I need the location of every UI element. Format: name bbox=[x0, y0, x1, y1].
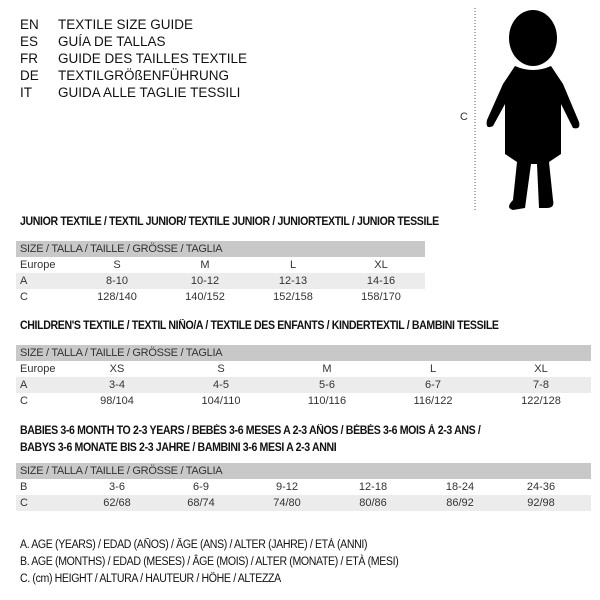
cell: 68/74 bbox=[187, 497, 215, 509]
legend: A. AGE (YEARS) / EDAD (AÑOS) / ÂGE (ANS)… bbox=[20, 537, 399, 588]
cell: XS bbox=[109, 363, 125, 375]
cell: L bbox=[429, 363, 437, 375]
cell: 6-9 bbox=[193, 481, 209, 493]
cell: 110/116 bbox=[307, 395, 347, 407]
table-header: SIZE / TALLA / TAILLE / GRÖSSE / TAGLIA bbox=[16, 345, 591, 361]
lang-de: DE TEXTILGRÖßENFÜHRUNG bbox=[20, 68, 230, 83]
cell: M bbox=[200, 259, 210, 271]
lang-fr: FR GUIDE DES TAILLES TEXTILE bbox=[20, 51, 248, 66]
cell: 128/140 bbox=[97, 291, 137, 303]
table-header: SIZE / TALLA / TAILLE / GRÖSSE / TAGLIA bbox=[16, 463, 591, 479]
cell: 14-16 bbox=[366, 275, 396, 287]
table-row: C 62/68 68/74 74/80 80/86 86/92 92/98 bbox=[16, 495, 591, 511]
cell: M bbox=[322, 363, 332, 375]
baby-silhouette-figure: C bbox=[460, 8, 580, 210]
cell: 92/98 bbox=[527, 497, 555, 509]
cell: 18-24 bbox=[445, 481, 475, 493]
cell: 6-7 bbox=[425, 379, 441, 391]
junior-title: JUNIOR TEXTILE / TEXTIL JUNIOR/ TEXTILE … bbox=[20, 216, 439, 228]
language-list: EN TEXTILE SIZE GUIDE ES GUÍA DE TALLAS FR… bbox=[20, 16, 247, 101]
baby-silhouette-icon bbox=[486, 10, 580, 210]
babies-size-table: SIZE / TALLA / TAILLE / GRÖSSE / TAGLIA … bbox=[16, 463, 591, 511]
children-title: CHILDREN'S TEXTILE / TEXTIL NIÑO/A / TEX… bbox=[20, 320, 499, 332]
cell: 152/158 bbox=[273, 291, 313, 303]
cell: 74/80 bbox=[273, 497, 301, 509]
legend-b: B. AGE (MONTHS) / EDAD (MESES) / ÂGE (MO… bbox=[20, 556, 399, 568]
legend-c: C. (cm) HEIGHT / ALTURA / HAUTEUR / HÖHE… bbox=[20, 573, 281, 585]
cell: 140/152 bbox=[185, 291, 225, 303]
cell: 3-4 bbox=[109, 379, 125, 391]
table-row: Europe S M L XL bbox=[20, 259, 388, 271]
lang-it: IT GUIDA ALLE TAGLIE TESSILI bbox=[20, 85, 241, 100]
cell: 122/128 bbox=[521, 395, 561, 407]
cell: 7-8 bbox=[533, 379, 549, 391]
table-row: C 98/104 104/110 110/116 116/122 122/128 bbox=[20, 395, 561, 407]
cell: 104/110 bbox=[201, 395, 241, 407]
cell: 9-12 bbox=[275, 481, 299, 493]
cell: 98/104 bbox=[100, 395, 134, 407]
table-row: B 3-6 6-9 9-12 12-18 18-24 24-36 bbox=[20, 481, 556, 493]
table-row: A 3-4 4-5 5-6 6-7 7-8 bbox=[16, 377, 591, 393]
cell: 86/92 bbox=[446, 497, 474, 509]
cell: 10-12 bbox=[190, 275, 220, 287]
cell: S bbox=[113, 259, 121, 271]
babies-title-line1: BABIES 3-6 MONTH TO 2-3 YEARS / BEBÉS 3-… bbox=[20, 425, 481, 437]
legend-a: A. AGE (YEARS) / EDAD (AÑOS) / ÂGE (ANS)… bbox=[20, 539, 368, 551]
table-row: C 128/140 140/152 152/158 158/170 bbox=[20, 291, 401, 303]
cell: 5-6 bbox=[319, 379, 335, 391]
cell: 62/68 bbox=[103, 497, 131, 509]
babies-title-line2: BABYS 3-6 MONATE BIS 2-3 JAHRE / BAMBINI… bbox=[20, 442, 337, 454]
cell: L bbox=[289, 259, 297, 271]
cell: 8-10 bbox=[105, 275, 129, 287]
cell: XL bbox=[374, 259, 388, 271]
cell: 4-5 bbox=[213, 379, 229, 391]
cell: 3-6 bbox=[109, 481, 125, 493]
cell: XL bbox=[534, 363, 548, 375]
cell: S bbox=[217, 363, 225, 375]
cell: 24-36 bbox=[526, 481, 556, 493]
cell: 116/122 bbox=[413, 395, 453, 407]
cell: 12-13 bbox=[278, 275, 308, 287]
table-header: SIZE / TALLA / TAILLE / GRÖSSE / TAGLIA bbox=[16, 241, 425, 257]
lang-en: EN TEXTILE SIZE GUIDE bbox=[20, 17, 194, 32]
junior-size-table: SIZE / TALLA / TAILLE / GRÖSSE / TAGLIA … bbox=[16, 241, 425, 305]
lang-es: ES GUÍA DE TALLAS bbox=[20, 34, 166, 49]
table-row: Europe XS S M L XL bbox=[20, 363, 548, 375]
cell: 80/86 bbox=[359, 497, 387, 509]
cell: 12-18 bbox=[358, 481, 388, 493]
table-row: A 8-10 10-12 12-13 14-16 bbox=[16, 273, 425, 289]
children-size-table: SIZE / TALLA / TAILLE / GRÖSSE / TAGLIA … bbox=[16, 345, 591, 409]
cell: 158/170 bbox=[361, 291, 401, 303]
height-label: C bbox=[460, 111, 468, 123]
